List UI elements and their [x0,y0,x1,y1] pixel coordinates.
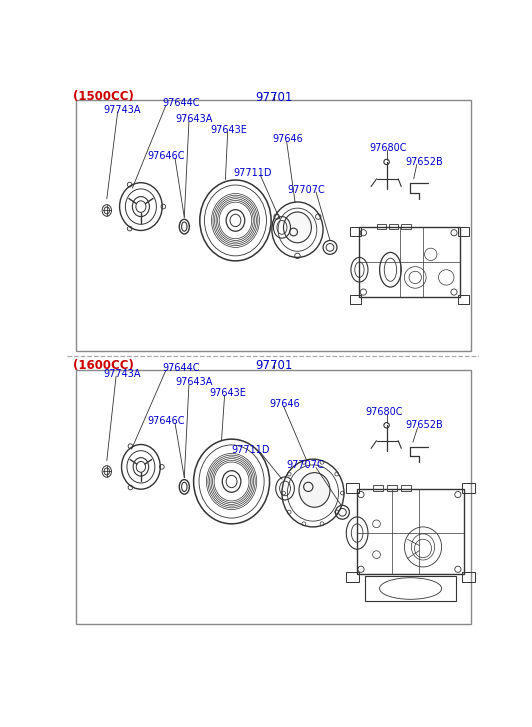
Text: 97743A: 97743A [104,369,141,379]
Bar [458,228,469,236]
Text: 97707C: 97707C [286,460,324,470]
Text: 97644C: 97644C [162,98,200,108]
Text: 97643E: 97643E [211,124,248,134]
Text: 97643A: 97643A [176,114,213,124]
Text: 97701: 97701 [255,91,293,104]
Text: 97643A: 97643A [176,377,213,387]
Bar [350,295,361,304]
Text: 97743A: 97743A [104,105,141,115]
Bar [76,100,471,350]
Text: (1600CC): (1600CC) [73,359,134,372]
Ellipse shape [284,212,311,243]
Text: 97680C: 97680C [369,143,407,153]
Bar [462,483,475,493]
Text: 97707C: 97707C [288,185,326,195]
Bar [350,228,361,236]
Text: 97644C: 97644C [162,364,200,373]
Text: 97701: 97701 [255,359,293,372]
Text: 97646C: 97646C [147,416,185,425]
Text: 97711D: 97711D [233,168,272,177]
Text: 97646: 97646 [270,398,301,409]
Bar [462,571,475,582]
Bar [76,370,471,624]
Bar [458,295,469,304]
Text: 97711D: 97711D [232,445,270,455]
Text: 97680C: 97680C [365,407,403,417]
Bar [377,223,386,229]
Bar [360,228,460,297]
Text: (1500CC): (1500CC) [73,90,134,103]
Bar [345,483,359,493]
Text: 97643E: 97643E [209,388,246,398]
Text: 97646C: 97646C [147,150,185,161]
Bar [357,489,464,574]
Ellipse shape [299,473,330,507]
Bar [389,223,398,229]
Bar [401,485,411,491]
Text: 97652B: 97652B [406,157,444,167]
Bar [373,485,384,491]
Bar [365,577,456,601]
Bar [387,485,397,491]
Bar [345,571,359,582]
Text: 97652B: 97652B [406,420,444,430]
Bar [401,223,411,229]
Text: 97646: 97646 [272,134,303,144]
